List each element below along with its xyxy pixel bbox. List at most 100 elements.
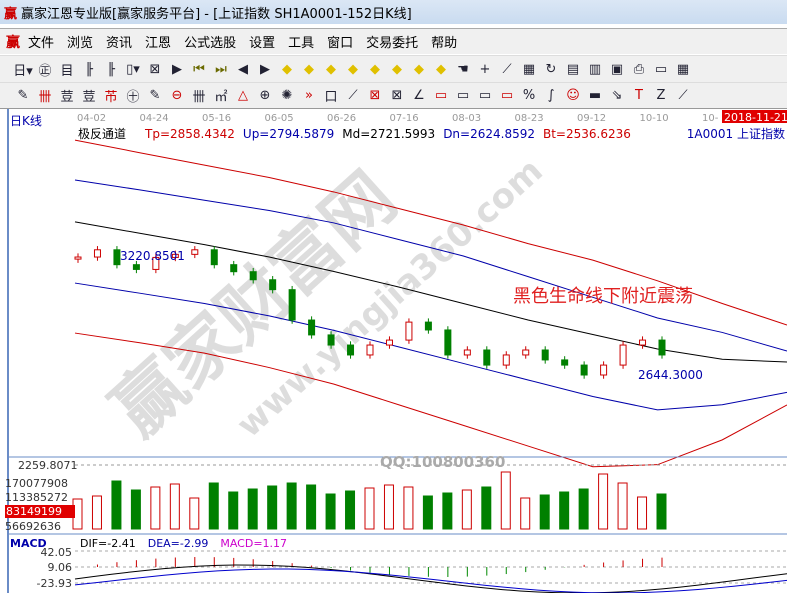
macd-dea-line xyxy=(74,568,787,593)
cross-icon[interactable]: + xyxy=(479,61,491,77)
n2-icon[interactable]: ㎡ xyxy=(214,90,228,105)
refresh-icon[interactable]: ↻ xyxy=(545,61,557,77)
band-md xyxy=(74,221,787,363)
last-icon[interactable]: ⏭ xyxy=(215,61,227,77)
diamond-right-icon[interactable]: ◆ xyxy=(304,61,314,77)
arrow-icon[interactable]: ⇘ xyxy=(611,88,623,103)
hash2-icon[interactable]: 卌 xyxy=(192,90,206,105)
curve-icon[interactable]: ∫ xyxy=(547,88,555,103)
right-icon[interactable]: ▶ xyxy=(260,61,270,77)
diamond-x-icon[interactable]: ◆ xyxy=(348,61,358,77)
date-tick: 07-16 xyxy=(390,113,419,124)
candle-body xyxy=(230,264,238,273)
window-icon[interactable]: ▭ xyxy=(654,61,668,77)
annotation-text: 黑色生命线下附近震荡 xyxy=(513,286,693,307)
target-icon[interactable]: ⊕ xyxy=(259,88,271,103)
diamond-star-icon[interactable]: ◆ xyxy=(370,61,380,77)
rect2-icon[interactable]: ▭ xyxy=(456,88,470,103)
volume-bar xyxy=(461,489,472,530)
bar-icon[interactable]: ▬ xyxy=(588,88,602,103)
gold2-icon[interactable]: 荳 xyxy=(82,90,96,105)
fan-icon[interactable]: ⟋ xyxy=(348,88,358,103)
candle-body xyxy=(249,271,257,281)
rect-icon[interactable]: ▭ xyxy=(434,88,448,103)
calc-icon[interactable]: ▥ xyxy=(588,61,602,77)
diamond-b-icon[interactable]: ◆ xyxy=(436,61,446,77)
calendar-icon[interactable]: ▤ xyxy=(566,61,580,77)
pct-icon[interactable]: % xyxy=(522,88,536,103)
candle-icon[interactable]: ▯▾ xyxy=(126,61,140,77)
menu-item[interactable]: 浏览 xyxy=(67,36,94,51)
reverse-icon[interactable]: ⊠ xyxy=(149,61,161,77)
left-icon[interactable]: ◀ xyxy=(238,61,248,77)
hash-icon[interactable]: 卌 xyxy=(38,90,52,105)
candle-body xyxy=(385,339,393,346)
rect3-icon[interactable]: ▭ xyxy=(478,88,492,103)
diamond-a-icon[interactable]: ◆ xyxy=(414,61,424,77)
menu-logo-icon[interactable]: 赢 xyxy=(6,34,20,51)
candle-body xyxy=(269,279,277,291)
menu-item[interactable]: 文件 xyxy=(28,36,55,51)
spiral-icon[interactable]: ㊉ xyxy=(126,90,140,105)
candle-body xyxy=(639,339,647,346)
box-icon[interactable]: 口 xyxy=(324,90,338,105)
candle-body xyxy=(113,249,121,266)
diamond-left-icon[interactable]: ◆ xyxy=(282,61,292,77)
menu-item[interactable]: 帮助 xyxy=(431,36,458,51)
line-icon[interactable]: ⟋ xyxy=(502,61,512,77)
angle-icon[interactable]: ∠ xyxy=(413,88,425,103)
menu-item[interactable]: 资讯 xyxy=(106,36,133,51)
period-day-icon[interactable]: 日▾ xyxy=(13,63,33,79)
kline-chart[interactable]: 日K线 04-02 04-24 05-16 06-05 06-26 07-16 08-03 0… xyxy=(0,109,787,593)
save-icon[interactable]: ▣ xyxy=(610,61,624,77)
date-tick: 08-23 xyxy=(515,113,544,124)
list-icon[interactable]: 目 xyxy=(60,63,74,79)
slash-icon[interactable]: ⟋ xyxy=(678,88,688,103)
volume-current-box xyxy=(5,505,75,518)
more-icon[interactable]: » xyxy=(305,88,313,103)
z-icon[interactable]: Z xyxy=(656,88,666,103)
indicator-value: Dn=2624.8592 xyxy=(443,127,535,141)
diamond-h-icon[interactable]: ◆ xyxy=(326,61,336,77)
rect4-icon[interactable]: ▭ xyxy=(500,88,514,103)
candle-body xyxy=(658,339,666,356)
current-date: 2018-11-21 xyxy=(724,111,787,124)
tile-icon[interactable]: ▦ xyxy=(676,61,690,77)
menu-item[interactable]: 窗口 xyxy=(327,36,354,51)
menu-item[interactable]: 工具 xyxy=(288,36,315,51)
indicator-value: Up=2794.5879 xyxy=(243,127,334,141)
fork-icon[interactable]: 芇 xyxy=(104,90,118,105)
box3-icon[interactable]: ⊠ xyxy=(391,88,403,103)
diamond-v-icon[interactable]: ◆ xyxy=(392,61,402,77)
macd-dif: DIF=-2.41 xyxy=(80,537,136,550)
chart-icon[interactable]: ㊣ xyxy=(38,63,52,79)
candle-body xyxy=(405,321,413,341)
grid-icon[interactable]: ▦ xyxy=(522,61,536,77)
menu-item[interactable]: 公式选股 xyxy=(184,36,237,51)
hand-icon[interactable]: ☚ xyxy=(457,61,469,77)
candle-body xyxy=(522,349,530,356)
flag-icon[interactable]: ▶ xyxy=(172,61,182,77)
menu-item[interactable]: 设置 xyxy=(249,36,276,51)
candle-body xyxy=(152,256,160,270)
first-icon[interactable]: ⏮ xyxy=(193,61,205,77)
gold-icon[interactable]: 荳 xyxy=(60,90,74,105)
print-icon[interactable]: ⎙ xyxy=(633,61,645,77)
bars9-icon[interactable]: ╟ xyxy=(107,61,115,77)
box2-icon[interactable]: ⊠ xyxy=(369,88,381,103)
menu-item[interactable]: 江恩 xyxy=(145,36,172,51)
smile-icon[interactable]: ☺ xyxy=(566,88,580,103)
volume-bar xyxy=(422,495,433,530)
menu-item[interactable]: 交易委托 xyxy=(366,36,419,51)
sun-icon[interactable]: ✺ xyxy=(281,88,293,103)
ruler-icon[interactable]: ✎ xyxy=(149,88,161,103)
t-icon[interactable]: T xyxy=(635,88,643,103)
triangle-icon[interactable]: △ xyxy=(238,88,248,103)
pen-icon[interactable]: ✎ xyxy=(17,88,29,103)
circle-icon[interactable]: ⊖ xyxy=(171,88,183,103)
candle-body xyxy=(424,321,432,331)
candle-body xyxy=(327,334,335,346)
volume-bar xyxy=(617,482,628,530)
volume-axis-2: 113385272 xyxy=(5,491,68,504)
bars3-icon[interactable]: ╟ xyxy=(85,61,93,77)
